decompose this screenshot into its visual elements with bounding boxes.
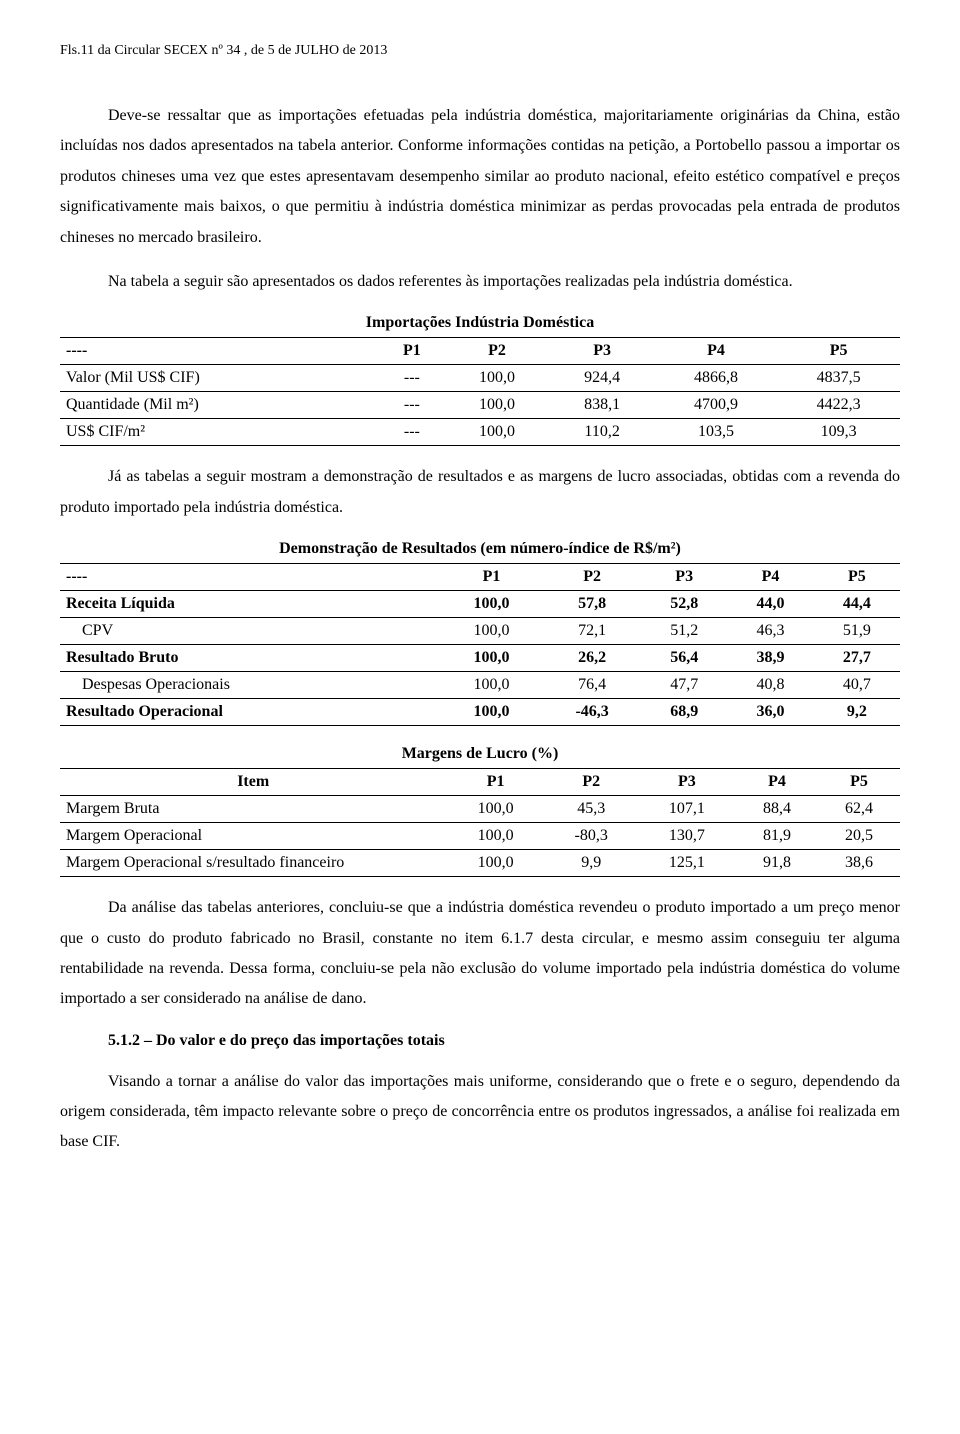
t1-r1c0: Quantidade (Mil m²) (60, 392, 379, 419)
t3-r0c1: 100,0 (446, 796, 544, 823)
t2-h3: P3 (641, 564, 727, 591)
t2-r4c2: 68,9 (641, 699, 727, 726)
table2-caption: Demonstração de Resultados (em número-ín… (60, 537, 900, 563)
table-importacoes: Importações Indústria Doméstica ---- P1 … (60, 311, 900, 446)
2-r2c2: 56,4 (641, 645, 727, 672)
t1-r2c0: US$ CIF/m² (60, 419, 379, 446)
table1-caption: Importações Indústria Doméstica (60, 311, 900, 337)
paragraph-1: Deve-se ressaltar que as importações efe… (60, 101, 900, 253)
t2-r2c1: 26,2 (543, 645, 641, 672)
t2-r4c4: 9,2 (814, 699, 900, 726)
table-margens: Margens de Lucro (%) Item P1 P2 P3 P4 P5… (60, 742, 900, 877)
t2-r3c1: 76,4 (543, 672, 641, 699)
t3-r1c5: 20,5 (818, 823, 900, 850)
t3-r1c1: 100,0 (446, 823, 544, 850)
t3-r0c2: 45,3 (545, 796, 638, 823)
t2-r4l: Resultado Operacional (60, 699, 440, 726)
t1-r0c4: 4866,8 (655, 365, 778, 392)
t2-r4c0: 100,0 (440, 699, 544, 726)
t2-r0c1: 57,8 (543, 591, 641, 618)
t2-r4c3: 36,0 (727, 699, 813, 726)
t2-r0c4: 44,4 (814, 591, 900, 618)
t2-h1: P1 (440, 564, 544, 591)
t2-r1c0: 100,0 (440, 618, 544, 645)
t1-r2c3: 110,2 (550, 419, 655, 446)
t3-r2c2: 9,9 (545, 850, 638, 877)
t3-r1c2: -80,3 (545, 823, 638, 850)
t2-h0: ---- (60, 564, 440, 591)
t2-r1c1: 72,1 (543, 618, 641, 645)
t1-r0c0: Valor (Mil US$ CIF) (60, 365, 379, 392)
table3-caption: Margens de Lucro (%) (60, 742, 900, 768)
t2-r4c1: -46,3 (543, 699, 641, 726)
t3-r0c4: 88,4 (736, 796, 818, 823)
table-demonstracao: Demonstração de Resultados (em número-ín… (60, 537, 900, 726)
t3-r2c5: 38,6 (818, 850, 900, 877)
paragraph-2: Na tabela a seguir são apresentados os d… (60, 267, 900, 297)
t2-r1c3: 46,3 (727, 618, 813, 645)
paragraph-5: Visando a tornar a análise do valor das … (60, 1067, 900, 1158)
t3-r1c3: 130,7 (638, 823, 736, 850)
t2-r3c3: 40,8 (727, 672, 813, 699)
t1-r0c3: 924,4 (550, 365, 655, 392)
t2-r0c3: 44,0 (727, 591, 813, 618)
t3-r2c3: 125,1 (638, 850, 736, 877)
t2-h4: P4 (727, 564, 813, 591)
t2-r0c2: 52,8 (641, 591, 727, 618)
paragraph-4: Da análise das tabelas anteriores, concl… (60, 893, 900, 1015)
paragraph-3: Já as tabelas a seguir mostram a demonst… (60, 462, 900, 523)
t1-h4: P4 (655, 338, 778, 365)
t1-h1: P1 (379, 338, 444, 365)
t3-r0c5: 62,4 (818, 796, 900, 823)
t2-r2c4: 27,7 (814, 645, 900, 672)
t1-r1c2: 100,0 (444, 392, 549, 419)
t3-h2: P2 (545, 769, 638, 796)
page-header: Fls.11 da Circular SECEX nº 34 , de 5 de… (60, 40, 900, 61)
t1-r2c5: 109,3 (777, 419, 900, 446)
t2-r2l: Resultado Bruto (60, 645, 440, 672)
t2-r0c0: 100,0 (440, 591, 544, 618)
t1-r2c1: --- (379, 419, 444, 446)
t1-h2: P2 (444, 338, 549, 365)
t2-r0l: Receita Líquida (60, 591, 440, 618)
t1-r1c5: 4422,3 (777, 392, 900, 419)
t1-r1c4: 4700,9 (655, 392, 778, 419)
t2-r2c0: 100,0 (440, 645, 544, 672)
t2-r1c4: 51,9 (814, 618, 900, 645)
t1-r2c2: 100,0 (444, 419, 549, 446)
t3-h3: P3 (638, 769, 736, 796)
t3-r1c4: 81,9 (736, 823, 818, 850)
t3-h0: Item (60, 769, 446, 796)
t2-r3c2: 47,7 (641, 672, 727, 699)
t2-r1l: CPV (60, 618, 440, 645)
t1-r1c3: 838,1 (550, 392, 655, 419)
t3-r2c4: 91,8 (736, 850, 818, 877)
t1-h3: P3 (550, 338, 655, 365)
t1-r2c4: 103,5 (655, 419, 778, 446)
t1-h0: ---- (60, 338, 379, 365)
t3-r2c1: 100,0 (446, 850, 544, 877)
t3-r1c0: Margem Operacional (60, 823, 446, 850)
t2-r3l: Despesas Operacionais (60, 672, 440, 699)
t2-h5: P5 (814, 564, 900, 591)
t3-r2c0: Margem Operacional s/resultado financeir… (60, 850, 446, 877)
t2-r2c3: 38,9 (727, 645, 813, 672)
t3-h4: P4 (736, 769, 818, 796)
t2-h2: P2 (543, 564, 641, 591)
t3-r0c0: Margem Bruta (60, 796, 446, 823)
t1-h5: P5 (777, 338, 900, 365)
t1-r0c5: 4837,5 (777, 365, 900, 392)
t1-r0c2: 100,0 (444, 365, 549, 392)
t3-h1: P1 (446, 769, 544, 796)
section-heading: 5.1.2 – Do valor e do preço das importaç… (60, 1029, 900, 1053)
t2-r3c4: 40,7 (814, 672, 900, 699)
t2-r3c0: 100,0 (440, 672, 544, 699)
t1-r1c1: --- (379, 392, 444, 419)
t3-r0c3: 107,1 (638, 796, 736, 823)
t2-r1c2: 51,2 (641, 618, 727, 645)
t1-r0c1: --- (379, 365, 444, 392)
t3-h5: P5 (818, 769, 900, 796)
